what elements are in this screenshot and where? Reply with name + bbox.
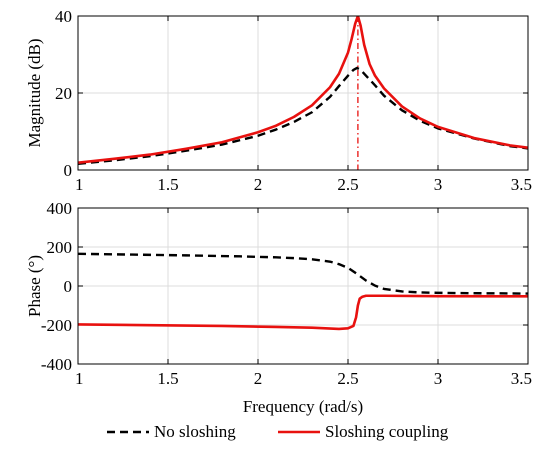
y-tick-label: 40: [55, 7, 72, 26]
x-tick-label: 1: [75, 175, 84, 194]
x-tick-label: 2.5: [337, 175, 358, 194]
axes-frame: [77, 15, 529, 171]
plot-area: [78, 16, 528, 170]
y-tick-label: 20: [55, 84, 72, 103]
x-tick-label: 2: [254, 175, 263, 194]
y-tick-label: 400: [47, 199, 73, 218]
x-tick-label: 1: [75, 369, 84, 388]
axes-frame: [77, 207, 529, 365]
y-axis-label: Magnitude (dB): [25, 38, 44, 147]
series-line-sloshing-coupling: [78, 294, 528, 331]
magnitude-panel: 1 1.5 2 2.5 3 3.5 0 20 40 Magnitude (dB): [25, 7, 532, 194]
x-tick-label: 3: [434, 175, 443, 194]
series-line-sloshing-coupling: [78, 16, 528, 164]
y-tick-label: 0: [64, 161, 73, 180]
y-tick-label: 0: [64, 277, 73, 296]
legend-label-no-sloshing: No sloshing: [154, 422, 236, 441]
phase-panel: 1 1.5 2 2.5 3 3.5 -400 -200 0 200 400 Phase (°) Freq…: [25, 199, 532, 416]
y-tick-label: -200: [41, 316, 72, 335]
x-tick-label: 3.5: [511, 369, 532, 388]
x-tick-label: 2: [254, 369, 263, 388]
y-axis-label: Phase (°): [25, 255, 44, 317]
x-tick-label: 2.5: [337, 369, 358, 388]
x-tick-label: 1.5: [157, 369, 178, 388]
series-line-no-sloshing: [78, 66, 528, 166]
x-tick-label: 1.5: [157, 175, 178, 194]
y-tick-label: 200: [47, 238, 73, 257]
x-tick-label: 3.5: [511, 175, 532, 194]
x-tick-label: 3: [434, 369, 443, 388]
y-tick-label: -400: [41, 355, 72, 374]
legend: No sloshing Sloshing coupling: [107, 422, 449, 441]
series-line-no-sloshing: [78, 252, 528, 295]
plot-area: [78, 252, 528, 331]
legend-label-sloshing-coupling: Sloshing coupling: [325, 422, 449, 441]
x-axis-label: Frequency (rad/s): [243, 397, 363, 416]
